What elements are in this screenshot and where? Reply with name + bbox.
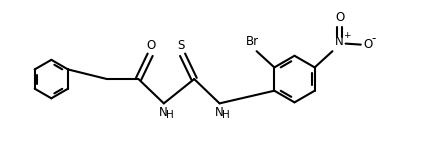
Text: H: H <box>222 110 229 120</box>
Text: O: O <box>364 38 373 51</box>
Text: N: N <box>335 35 344 48</box>
Text: N: N <box>159 106 168 119</box>
Text: Br: Br <box>246 35 259 48</box>
Text: +: + <box>343 30 350 40</box>
Text: H: H <box>166 110 174 120</box>
Text: S: S <box>177 39 184 52</box>
Text: N: N <box>215 106 223 119</box>
Text: O: O <box>335 11 344 24</box>
Text: O: O <box>146 39 155 52</box>
Text: -: - <box>371 32 376 45</box>
